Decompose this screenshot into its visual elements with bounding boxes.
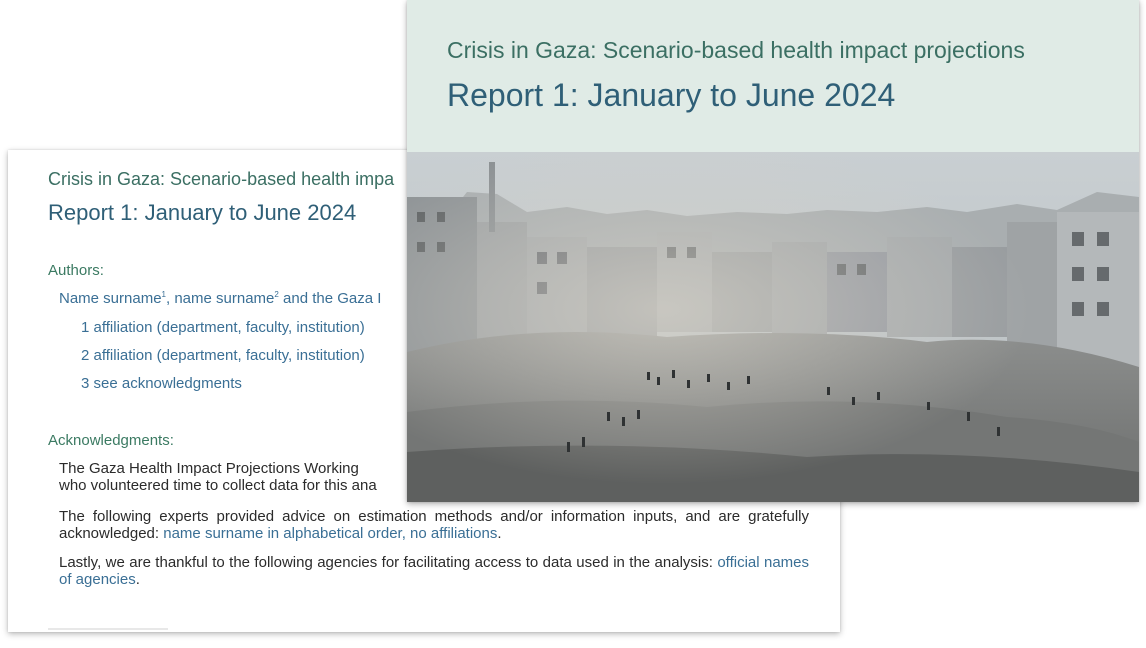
cover-subtitle: Report 1: January to June 2024 [447, 77, 896, 113]
author-superscript-1: 1 [161, 290, 166, 299]
cover-title: Crisis in Gaza: Scenario-based health im… [447, 37, 1025, 63]
affiliation-2: 2 affiliation (department, faculty, inst… [81, 347, 365, 364]
experts-placeholder-link: name surname in alphabetical order, no a… [163, 525, 498, 542]
ack-p2-text: The following experts provided advice on… [59, 508, 809, 542]
acknowledgment-paragraph-2: The following experts provided advice on… [59, 508, 809, 542]
page-subtitle: Report 1: January to June 2024 [48, 200, 357, 225]
ack-p1-line1: The Gaza Health Impact Projections Worki… [59, 460, 359, 477]
author-name-1: Name surname [59, 290, 162, 307]
authors-heading: Authors: [48, 262, 104, 279]
ack-p3-end: . [135, 571, 140, 588]
author-superscript-2: 2 [274, 290, 279, 299]
agencies-placeholder-link: official names of agencies [59, 554, 810, 588]
acknowledgments-heading: Acknowledgments: [48, 432, 174, 449]
affiliation-1: 1 affiliation (department, faculty, inst… [81, 319, 365, 336]
destroyed-buildings-photo [407, 152, 1139, 502]
ack-p3-text: Lastly, we are thankful to the following… [59, 554, 718, 571]
authors-line: Name surname1, name surname2 and the Gaz… [59, 290, 381, 307]
author-name-2: , name surname [166, 290, 275, 307]
ack-p2-end: . [497, 525, 502, 542]
report-cover-page: Crisis in Gaza: Scenario-based health im… [407, 0, 1139, 502]
faded-text-line [48, 628, 168, 630]
author-group: and the Gaza I [278, 290, 382, 307]
affiliation-3: 3 see acknowledgments [81, 375, 242, 392]
acknowledgment-paragraph-1: The Gaza Health Impact Projections Worki… [59, 460, 809, 494]
acknowledgment-paragraph-3: Lastly, we are thankful to the following… [59, 554, 809, 588]
ack-p1-line2: who volunteered time to collect data for… [59, 477, 377, 494]
page-title: Crisis in Gaza: Scenario-based health im… [48, 169, 395, 189]
